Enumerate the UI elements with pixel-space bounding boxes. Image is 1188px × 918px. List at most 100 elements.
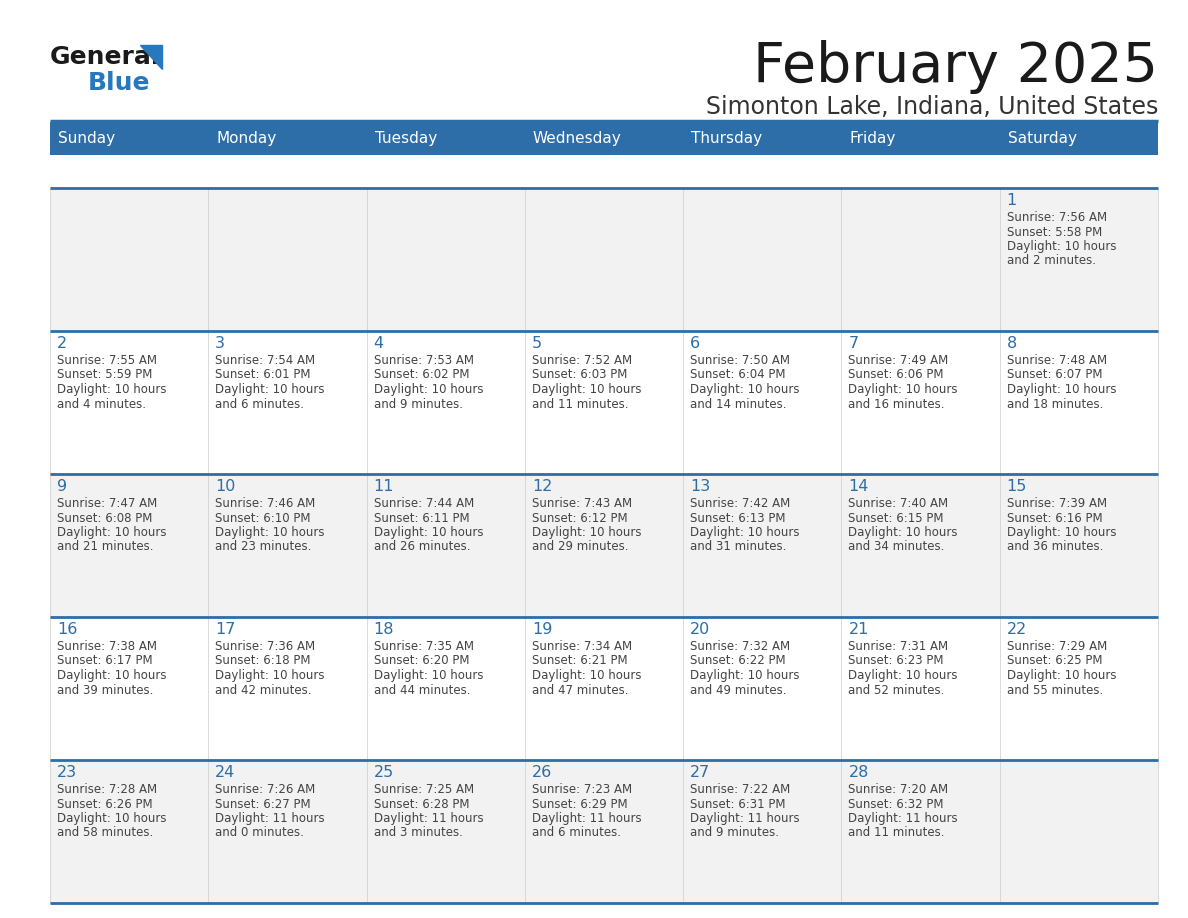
Text: Sunset: 6:10 PM: Sunset: 6:10 PM bbox=[215, 511, 311, 524]
Bar bbox=[841, 617, 1000, 760]
Text: and 42 minutes.: and 42 minutes. bbox=[215, 684, 311, 697]
Text: 3: 3 bbox=[215, 336, 226, 351]
Text: Sunrise: 7:36 AM: Sunrise: 7:36 AM bbox=[215, 640, 315, 653]
Text: February 2025: February 2025 bbox=[753, 40, 1158, 94]
Text: Daylight: 10 hours: Daylight: 10 hours bbox=[848, 383, 958, 396]
Text: Daylight: 11 hours: Daylight: 11 hours bbox=[215, 812, 324, 825]
Text: Sunrise: 7:31 AM: Sunrise: 7:31 AM bbox=[848, 640, 948, 653]
Bar bbox=[367, 617, 525, 760]
Text: Blue: Blue bbox=[88, 71, 151, 95]
Bar bbox=[841, 331, 1000, 474]
Text: Daylight: 10 hours: Daylight: 10 hours bbox=[1006, 669, 1117, 682]
Text: and 2 minutes.: and 2 minutes. bbox=[1006, 254, 1095, 267]
Bar bbox=[367, 122, 525, 155]
Text: Daylight: 10 hours: Daylight: 10 hours bbox=[57, 812, 166, 825]
Text: 21: 21 bbox=[848, 622, 868, 637]
Bar bbox=[50, 188, 208, 331]
Text: and 6 minutes.: and 6 minutes. bbox=[532, 826, 621, 839]
Bar bbox=[1000, 122, 1158, 155]
Text: Sunset: 6:18 PM: Sunset: 6:18 PM bbox=[215, 655, 311, 667]
Text: Sunrise: 7:39 AM: Sunrise: 7:39 AM bbox=[1006, 497, 1107, 510]
Text: Sunrise: 7:54 AM: Sunrise: 7:54 AM bbox=[215, 354, 315, 367]
Bar bbox=[50, 331, 208, 474]
Text: Daylight: 10 hours: Daylight: 10 hours bbox=[848, 526, 958, 539]
Bar bbox=[1000, 760, 1158, 903]
Bar bbox=[208, 617, 367, 760]
Bar bbox=[367, 188, 525, 331]
Bar bbox=[1000, 188, 1158, 331]
Text: 10: 10 bbox=[215, 479, 235, 494]
Text: and 18 minutes.: and 18 minutes. bbox=[1006, 397, 1104, 410]
Text: Sunset: 6:15 PM: Sunset: 6:15 PM bbox=[848, 511, 944, 524]
Text: Sunrise: 7:26 AM: Sunrise: 7:26 AM bbox=[215, 783, 316, 796]
Text: and 31 minutes.: and 31 minutes. bbox=[690, 541, 786, 554]
Text: Daylight: 10 hours: Daylight: 10 hours bbox=[57, 526, 166, 539]
Text: Sunrise: 7:55 AM: Sunrise: 7:55 AM bbox=[57, 354, 157, 367]
Text: 22: 22 bbox=[1006, 622, 1026, 637]
Text: 11: 11 bbox=[373, 479, 394, 494]
Text: Sunset: 6:08 PM: Sunset: 6:08 PM bbox=[57, 511, 152, 524]
Text: Simonton Lake, Indiana, United States: Simonton Lake, Indiana, United States bbox=[706, 95, 1158, 119]
Text: Sunset: 6:21 PM: Sunset: 6:21 PM bbox=[532, 655, 627, 667]
Text: Sunset: 6:02 PM: Sunset: 6:02 PM bbox=[373, 368, 469, 382]
Text: Daylight: 10 hours: Daylight: 10 hours bbox=[690, 383, 800, 396]
Text: Daylight: 10 hours: Daylight: 10 hours bbox=[373, 383, 484, 396]
Text: and 9 minutes.: and 9 minutes. bbox=[373, 397, 462, 410]
Text: 16: 16 bbox=[57, 622, 77, 637]
Text: 20: 20 bbox=[690, 622, 710, 637]
Text: Daylight: 11 hours: Daylight: 11 hours bbox=[690, 812, 800, 825]
Text: 15: 15 bbox=[1006, 479, 1028, 494]
Bar bbox=[841, 122, 1000, 155]
Text: and 34 minutes.: and 34 minutes. bbox=[848, 541, 944, 554]
Text: Sunset: 6:26 PM: Sunset: 6:26 PM bbox=[57, 798, 152, 811]
Text: and 4 minutes.: and 4 minutes. bbox=[57, 397, 146, 410]
Text: and 11 minutes.: and 11 minutes. bbox=[848, 826, 944, 839]
Text: 1: 1 bbox=[1006, 193, 1017, 208]
Text: Daylight: 10 hours: Daylight: 10 hours bbox=[848, 669, 958, 682]
Text: Sunset: 6:27 PM: Sunset: 6:27 PM bbox=[215, 798, 311, 811]
Bar bbox=[50, 760, 208, 903]
Text: 25: 25 bbox=[373, 765, 393, 780]
Text: 27: 27 bbox=[690, 765, 710, 780]
Text: Sunset: 6:28 PM: Sunset: 6:28 PM bbox=[373, 798, 469, 811]
Bar bbox=[841, 188, 1000, 331]
Text: and 52 minutes.: and 52 minutes. bbox=[848, 684, 944, 697]
Bar bbox=[841, 474, 1000, 617]
Text: and 23 minutes.: and 23 minutes. bbox=[215, 541, 311, 554]
Text: Sunset: 6:12 PM: Sunset: 6:12 PM bbox=[532, 511, 627, 524]
Bar bbox=[208, 760, 367, 903]
Text: 26: 26 bbox=[532, 765, 552, 780]
Text: Sunset: 6:03 PM: Sunset: 6:03 PM bbox=[532, 368, 627, 382]
Text: Sunset: 6:13 PM: Sunset: 6:13 PM bbox=[690, 511, 785, 524]
Text: Daylight: 10 hours: Daylight: 10 hours bbox=[1006, 526, 1117, 539]
Bar bbox=[1000, 617, 1158, 760]
Text: Sunset: 6:17 PM: Sunset: 6:17 PM bbox=[57, 655, 152, 667]
Text: Sunset: 6:20 PM: Sunset: 6:20 PM bbox=[373, 655, 469, 667]
Text: Daylight: 10 hours: Daylight: 10 hours bbox=[532, 669, 642, 682]
Text: Daylight: 10 hours: Daylight: 10 hours bbox=[532, 526, 642, 539]
Text: Sunset: 6:04 PM: Sunset: 6:04 PM bbox=[690, 368, 785, 382]
Polygon shape bbox=[140, 45, 162, 69]
Bar bbox=[50, 617, 208, 760]
Text: Daylight: 10 hours: Daylight: 10 hours bbox=[215, 383, 324, 396]
Text: Sunset: 5:58 PM: Sunset: 5:58 PM bbox=[1006, 226, 1102, 239]
Bar bbox=[208, 188, 367, 331]
Bar bbox=[525, 617, 683, 760]
Text: 12: 12 bbox=[532, 479, 552, 494]
Text: Sunrise: 7:20 AM: Sunrise: 7:20 AM bbox=[848, 783, 948, 796]
Text: Daylight: 11 hours: Daylight: 11 hours bbox=[848, 812, 958, 825]
Text: 5: 5 bbox=[532, 336, 542, 351]
Text: and 11 minutes.: and 11 minutes. bbox=[532, 397, 628, 410]
Text: Saturday: Saturday bbox=[1007, 131, 1076, 146]
Text: Sunset: 6:16 PM: Sunset: 6:16 PM bbox=[1006, 511, 1102, 524]
Text: Monday: Monday bbox=[216, 131, 277, 146]
Text: and 16 minutes.: and 16 minutes. bbox=[848, 397, 944, 410]
Text: 8: 8 bbox=[1006, 336, 1017, 351]
Bar bbox=[683, 474, 841, 617]
Bar bbox=[525, 760, 683, 903]
Text: Sunrise: 7:38 AM: Sunrise: 7:38 AM bbox=[57, 640, 157, 653]
Text: Sunrise: 7:49 AM: Sunrise: 7:49 AM bbox=[848, 354, 949, 367]
Text: and 14 minutes.: and 14 minutes. bbox=[690, 397, 786, 410]
Text: 17: 17 bbox=[215, 622, 235, 637]
Text: Daylight: 10 hours: Daylight: 10 hours bbox=[57, 669, 166, 682]
